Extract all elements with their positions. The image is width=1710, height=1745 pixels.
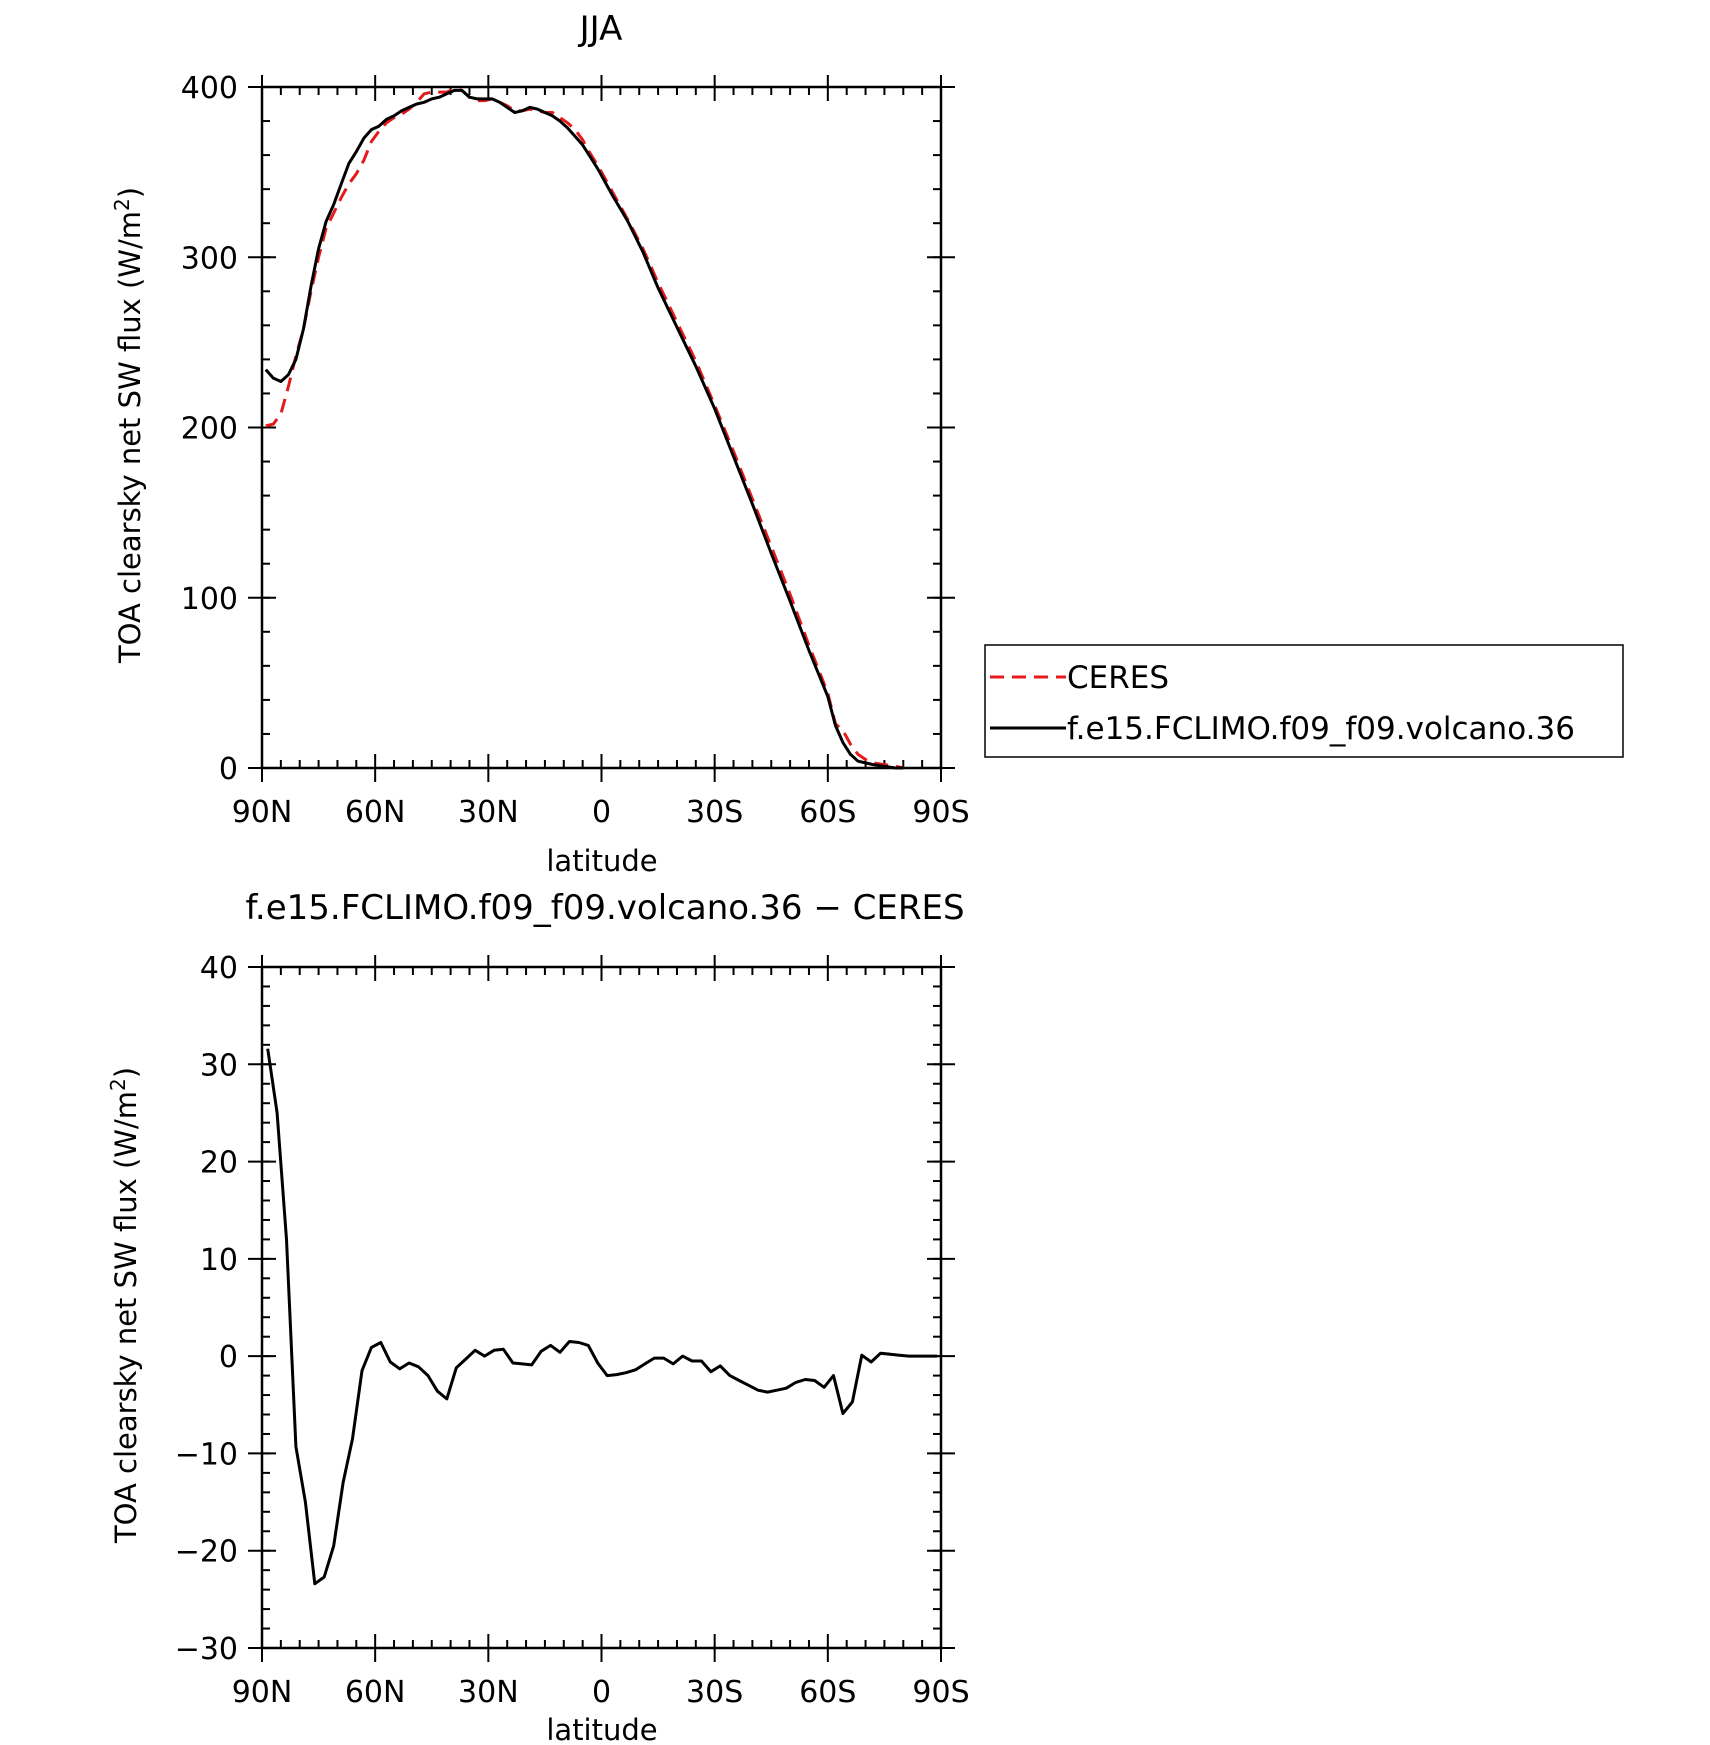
top-y-tick-label: 200 — [181, 412, 238, 447]
top-x-tick-label: 60N — [345, 795, 406, 830]
top-x-tick-label: 90N — [232, 795, 293, 830]
bottom-y-tick-label: 30 — [200, 1048, 238, 1083]
bottom-y-tick-label: 0 — [219, 1340, 238, 1375]
bottom-panel-title: f.e15.FCLIMO.f09_f09.volcano.36 − CERES — [245, 888, 964, 928]
top-plot-area: 90N 60N 30N 0 30S 60S 90S 0 100 200 300 400 — [181, 71, 970, 830]
bottom-x-tick-label: 0 — [592, 1675, 611, 1710]
bottom-x-tick-label: 90S — [912, 1675, 969, 1710]
top-panel: JJA 90N 60N 30N 0 30S 60S 90S 0 100 200 300 400 lat… — [110, 9, 970, 878]
top-x-tick-label: 0 — [592, 795, 611, 830]
bottom-series-difference-line — [266, 1048, 938, 1586]
top-x-axis-title: latitude — [546, 844, 657, 878]
top-y-tick-label: 300 — [181, 241, 238, 276]
top-y-tick-label: 0 — [219, 752, 238, 787]
bottom-x-tick-label: 60N — [345, 1675, 406, 1710]
bottom-y-tick-label: −30 — [175, 1632, 238, 1667]
bottom-x-tick-label: 90N — [232, 1675, 293, 1710]
legend-ceres-label: CERES — [1067, 660, 1169, 696]
top-plot-frame — [260, 85, 943, 770]
top-y-tick-label: 100 — [181, 582, 238, 617]
bottom-x-tick-label: 60S — [799, 1675, 856, 1710]
top-x-tick-label: 60S — [799, 795, 856, 830]
bottom-y-tick-label: 40 — [200, 951, 238, 986]
bottom-panel: f.e15.FCLIMO.f09_f09.volcano.36 − CERES … — [106, 888, 970, 1745]
top-panel-title: JJA — [578, 9, 623, 49]
top-x-tick-label: 30N — [458, 795, 519, 830]
bottom-y-tick-label: 10 — [200, 1243, 238, 1278]
bottom-x-axis-title: latitude — [546, 1713, 657, 1745]
top-y-axis-title: TOA clearsky net SW flux (W/m2) — [110, 187, 147, 664]
bottom-y-tick-label: −10 — [175, 1437, 238, 1472]
bottom-y-axis-title: TOA clearsky net SW flux (W/m2) — [106, 1067, 143, 1544]
top-x-tick-label: 90S — [912, 795, 969, 830]
bottom-y-tick-label: 20 — [200, 1146, 238, 1181]
top-y-tick-label: 400 — [181, 71, 238, 106]
bottom-x-tick-label: 30S — [686, 1675, 743, 1710]
legend-model-label: f.e15.FCLIMO.f09_f09.volcano.36 — [1067, 711, 1575, 747]
bottom-plot-area: 90N 60N 30N 0 30S 60S 90S −30 −20 −10 0 10 20 30 40 — [175, 951, 970, 1710]
bottom-x-tick-label: 30N — [458, 1675, 519, 1710]
top-x-tick-label: 30S — [686, 795, 743, 830]
legend-box — [984, 644, 1624, 758]
top-series-ceres-line — [265, 87, 904, 770]
bottom-y-tick-label: −20 — [175, 1535, 238, 1570]
bottom-plot-frame — [260, 965, 943, 1650]
legend: CERES f.e15.FCLIMO.f09_f09.volcano.36 — [984, 644, 1624, 758]
top-series-f-e15-fclimo-f09-f09-volcano-36-line — [264, 88, 904, 770]
